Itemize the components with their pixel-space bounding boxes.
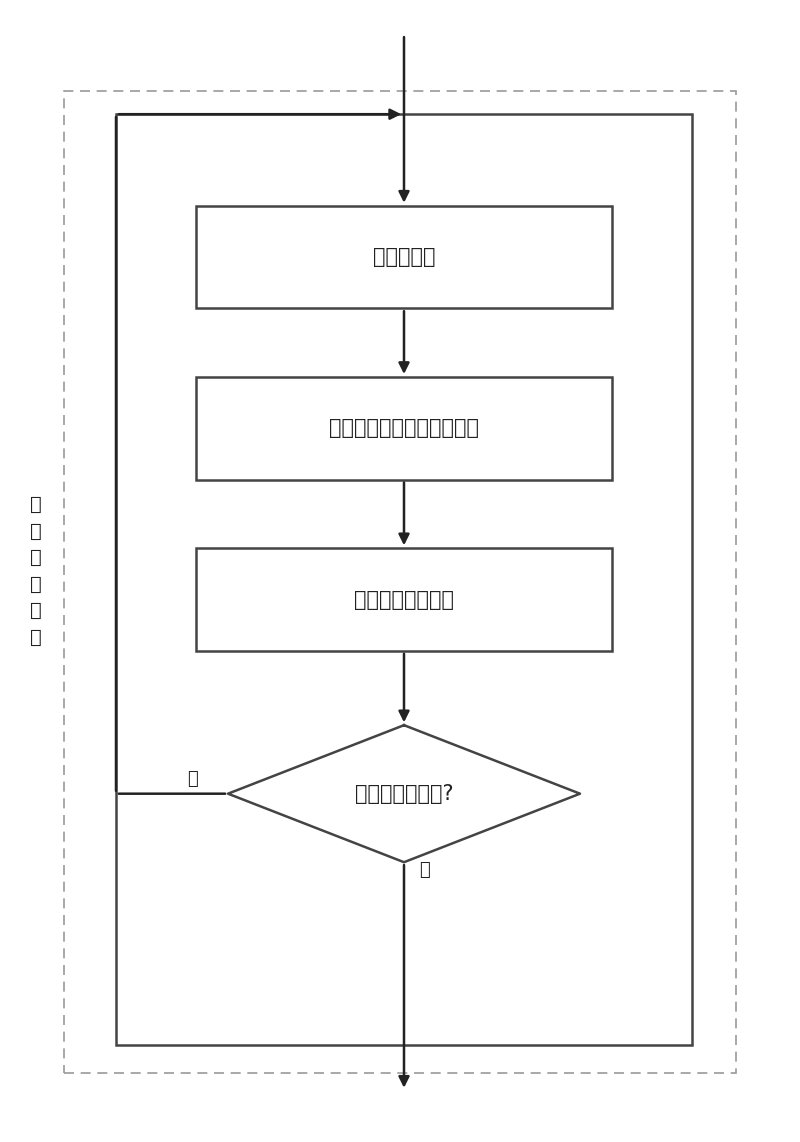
Bar [196, 377, 612, 480]
Text: 否: 否 [186, 770, 198, 788]
Text: 重新计算边缘处的纹理特征: 重新计算边缘处的纹理特征 [329, 418, 479, 439]
Bar [116, 114, 692, 1045]
Text: 达到最大分辨率?: 达到最大分辨率? [354, 783, 454, 804]
Bar [64, 91, 736, 1073]
Polygon shape [228, 725, 580, 862]
Text: 多
分
辨
率
处
理: 多 分 辨 率 处 理 [30, 496, 42, 646]
Text: 提升分辨率: 提升分辨率 [373, 247, 435, 267]
Bar [196, 548, 612, 651]
Text: 是: 是 [418, 861, 430, 879]
Bar [196, 206, 612, 308]
Text: 重新设置判断矩阵: 重新设置判断矩阵 [354, 589, 454, 610]
